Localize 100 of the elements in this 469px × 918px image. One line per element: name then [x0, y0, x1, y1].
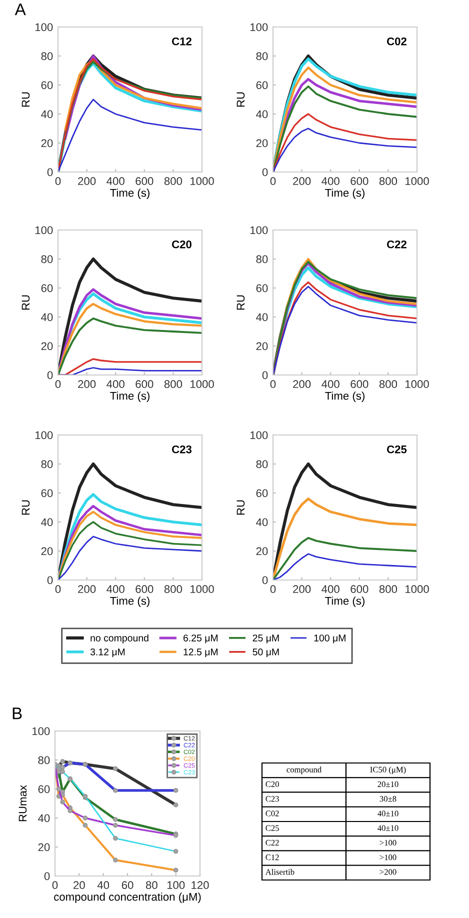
x-tick-label: 120: [192, 881, 209, 890]
x-tick-label: 0: [270, 177, 276, 186]
x-tick-label: 400: [322, 177, 340, 186]
x-tick-label: 100: [167, 881, 185, 890]
x-tick-label: 1000: [190, 585, 214, 594]
x-tick-label: 80: [146, 881, 158, 890]
y-tick-label: 40: [41, 313, 53, 322]
x-tick-label: 0: [270, 585, 276, 594]
x-tick-label: 1000: [405, 380, 429, 388]
category-label: C20: [266, 781, 279, 788]
x-tick-label: 400: [106, 177, 124, 186]
x-tick-label: 1000: [405, 585, 429, 594]
x-tick-label: 40: [97, 881, 110, 890]
x-tick-label: 200: [78, 585, 96, 594]
y-axis-title: RU: [236, 92, 245, 107]
y-tick-label: 40: [256, 313, 268, 322]
y-tick-label: 100: [32, 727, 50, 736]
y-tick-label: 80: [41, 255, 53, 264]
y-tick-label: 20: [256, 342, 268, 350]
text: B: [12, 708, 22, 720]
text: C12: [172, 37, 192, 46]
x-tick-label: 800: [164, 177, 182, 186]
x-tick-label: 1000: [405, 177, 429, 186]
category-label: C02: [266, 810, 279, 816]
x-tick-label: 600: [136, 177, 154, 186]
x-tick-label: 0: [55, 380, 61, 388]
x-tick-label: 1000: [190, 177, 214, 186]
x-tick-label: 600: [350, 585, 368, 594]
y-tick-label: 100: [35, 23, 53, 32]
x-tick-label: 200: [78, 177, 96, 186]
x-tick-label: 800: [379, 380, 398, 388]
y-tick-label: 100: [250, 226, 268, 234]
y-tick-label: 60: [41, 284, 53, 292]
x-tick-label: 0: [270, 380, 276, 388]
x-tick-label: 400: [106, 585, 124, 594]
text: C02: [386, 37, 406, 46]
x-tick-label: 800: [164, 380, 182, 388]
x-tick-label: 20: [74, 881, 85, 890]
category-label: C23: [266, 796, 279, 802]
x-tick-label: 200: [78, 380, 96, 388]
category-label: Alisertib: [265, 868, 294, 875]
x-tick-label: 200: [293, 585, 311, 594]
x-tick-label: 0: [55, 585, 61, 594]
y-tick-label: 60: [38, 785, 50, 794]
y-tick-label: 0: [262, 168, 268, 176]
y-axis-title: RU: [236, 500, 245, 515]
legend-label: 25 μM: [252, 634, 279, 644]
y-tick-label: 0: [47, 576, 53, 584]
y-tick-label: 100: [35, 226, 53, 234]
y-tick-label: 0: [262, 371, 268, 380]
y-axis-title: RU: [22, 92, 30, 107]
x-axis-title: Time (s): [325, 596, 364, 607]
y-tick-label: 80: [38, 756, 50, 764]
y-tick-label: 40: [38, 814, 50, 822]
text: >100: [380, 854, 396, 860]
y-tick-label: 60: [256, 284, 268, 292]
y-tick-label: 80: [256, 255, 268, 264]
y-tick-label: 60: [41, 81, 53, 90]
x-axis-title: Time (s): [110, 596, 150, 607]
x-axis-title: Time (s): [110, 188, 150, 199]
x-axis-title: compound concentration (μM): [54, 892, 201, 903]
y-tick-label: 100: [35, 431, 53, 440]
y-tick-label: 20: [41, 547, 53, 556]
x-axis-title: Time (s): [325, 392, 364, 402]
y-tick-label: 40: [256, 110, 268, 118]
x-tick-label: 800: [164, 585, 182, 594]
x-tick-label: 200: [293, 177, 311, 186]
text: 40±10: [378, 825, 398, 831]
legend-label: 100 μM: [314, 634, 346, 644]
x-tick-label: 400: [322, 380, 340, 388]
y-axis-title: RU: [22, 295, 30, 310]
x-tick-label: 400: [322, 585, 340, 594]
y-tick-label: 100: [250, 431, 268, 440]
text: IC50 (μM): [370, 766, 406, 774]
y-tick-label: 40: [256, 518, 268, 526]
x-tick-label: 800: [379, 177, 398, 186]
y-tick-label: 0: [44, 872, 50, 880]
x-axis-title: Time (s): [325, 188, 364, 199]
text: C23: [172, 445, 192, 454]
category-label: C12: [266, 854, 279, 860]
legend-label: 12.5 μM: [184, 648, 218, 658]
y-axis-title: RU: [236, 295, 245, 310]
text: compound: [286, 766, 322, 774]
text: >100: [380, 840, 396, 846]
y-axis-title: RUmax: [18, 785, 27, 822]
x-axis-title: Time (s): [110, 392, 150, 402]
x-tick-label: 200: [293, 380, 311, 388]
text: C22: [386, 240, 406, 248]
x-tick-label: 600: [350, 380, 368, 388]
text: C25: [386, 445, 407, 454]
y-tick-label: 20: [256, 139, 268, 148]
y-tick-label: 20: [38, 843, 50, 852]
y-tick-label: 20: [41, 139, 53, 148]
text: A: [14, 4, 26, 16]
y-tick-label: 60: [256, 81, 268, 90]
x-tick-label: 400: [106, 380, 124, 388]
y-tick-label: 0: [47, 371, 53, 380]
legend-label: 50 μM: [252, 648, 279, 658]
y-tick-label: 0: [262, 576, 268, 584]
x-tick-label: 800: [379, 585, 398, 594]
